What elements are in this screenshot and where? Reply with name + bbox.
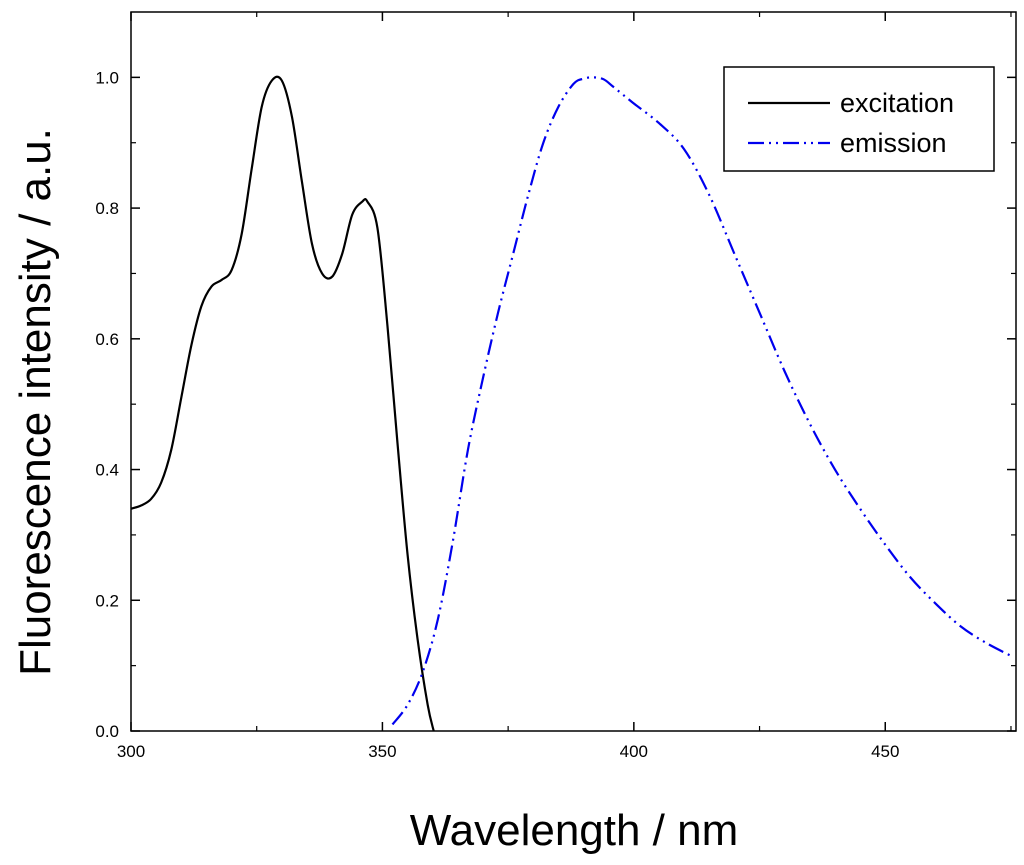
y-tick-label: 1.0 [95,68,119,87]
legend-label-emission: emission [840,128,947,158]
x-tick-label: 400 [620,742,648,761]
series-layer [130,75,1012,732]
x-tick-label: 450 [871,742,899,761]
y-tick-label: 0.2 [95,591,119,610]
tick-labels: 300 350 400 450 0.0 0.2 0.4 0.6 0.8 1.0 [95,68,899,761]
legend-label-excitation: excitation [840,88,954,118]
y-tick-label: 0.0 [95,722,119,741]
x-tick-label: 350 [368,742,396,761]
x-tick-label: 300 [117,742,145,761]
y-tick-label: 0.8 [95,199,119,218]
y-tick-label: 0.4 [95,461,119,480]
plot-frame [130,11,1017,732]
y-axis-title: Fluorescence intensity / a.u. [11,128,60,676]
y-tick-label: 0.6 [95,330,119,349]
legend: excitation emission [723,66,995,172]
legend-box [723,66,995,172]
series-line-excitation [130,75,435,732]
x-axis-title: Wavelength / nm [410,806,739,855]
series-line-emission [391,76,1012,726]
